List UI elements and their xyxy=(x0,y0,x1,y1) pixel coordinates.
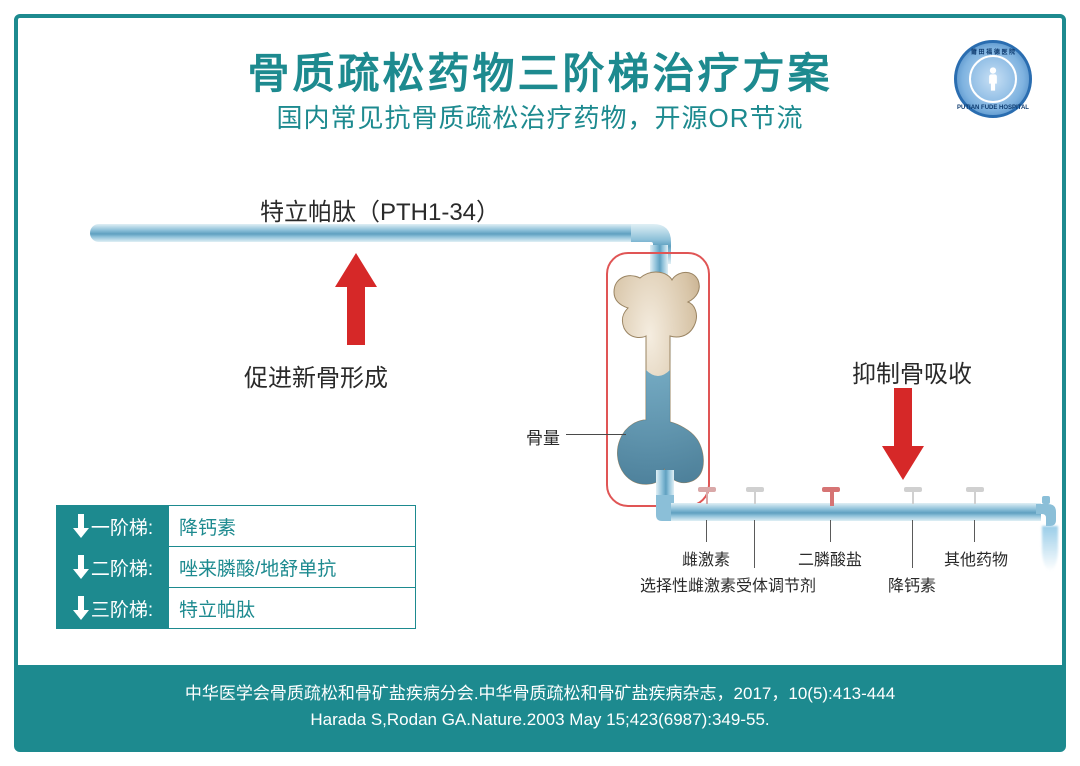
valve-marker xyxy=(830,492,834,506)
valve-label: 雌激素 xyxy=(682,546,730,570)
valve-label: 二膦酸盐 xyxy=(798,546,862,570)
arrow-up-icon xyxy=(335,253,377,345)
step-key-label: 三阶梯: xyxy=(91,595,153,622)
pipe-bottom-horizontal xyxy=(671,503,1041,521)
down-arrow-icon xyxy=(73,596,89,620)
bone-mass-pointer xyxy=(566,434,626,435)
step-key: 二阶梯: xyxy=(57,547,169,587)
valve-label: 选择性雌激素受体调节剂 xyxy=(640,572,816,596)
arrow-down-icon xyxy=(882,388,924,480)
step-val: 特立帕肽 xyxy=(169,588,415,628)
step-row-3: 三阶梯: 特立帕肽 xyxy=(56,587,416,629)
valve-marker xyxy=(706,492,708,504)
step-row-1: 一阶梯: 降钙素 xyxy=(56,505,416,547)
steps-table: 一阶梯: 降钙素 二阶梯: 唑来膦酸/地舒单抗 三阶梯: 特立帕肽 xyxy=(56,506,416,629)
footer-line1: 中华医学会骨质疏松和骨矿盐疾病分会.中华骨质疏松和骨矿盐疾病杂志，2017，10… xyxy=(185,684,895,703)
valve-marker xyxy=(754,492,756,504)
valve-pointer-line xyxy=(974,520,975,542)
footer-line2: Harada S,Rodan GA.Nature.2003 May 15;423… xyxy=(310,710,769,729)
down-arrow-icon xyxy=(73,514,89,538)
valve-marker xyxy=(974,492,976,504)
valve-pointer-line xyxy=(830,520,831,542)
step-key: 一阶梯: xyxy=(57,506,169,546)
faucet-icon xyxy=(1036,496,1056,526)
step-key: 三阶梯: xyxy=(57,588,169,628)
title-sub: 国内常见抗骨质疏松治疗药物，开源OR节流 xyxy=(276,98,803,135)
valve-pointer-line xyxy=(706,520,707,542)
logo-inner-icon xyxy=(969,55,1017,103)
valve-pointer-line xyxy=(754,520,755,568)
valve-pointer-line xyxy=(912,520,913,568)
hospital-logo: 莆 田 福 德 医 院 PUTIAN FUDE HOSPITAL xyxy=(954,40,1032,118)
step-row-2: 二阶梯: 唑来膦酸/地舒单抗 xyxy=(56,546,416,588)
logo-text-bottom: PUTIAN FUDE HOSPITAL xyxy=(957,105,1029,111)
logo-text-top: 莆 田 福 德 医 院 xyxy=(957,47,1029,56)
drug-top-label: 特立帕肽（PTH1-34） xyxy=(260,192,500,227)
citation-footer: 中华医学会骨质疏松和骨矿盐疾病分会.中华骨质疏松和骨矿盐疾病杂志，2017，10… xyxy=(18,665,1062,748)
down-arrow-icon xyxy=(73,555,89,579)
valve-label: 其他药物 xyxy=(944,546,1008,570)
valve-label: 降钙素 xyxy=(888,572,936,596)
step-key-label: 二阶梯: xyxy=(91,554,153,581)
step-val: 唑来膦酸/地舒单抗 xyxy=(169,547,415,587)
promote-label: 促进新骨形成 xyxy=(244,358,388,393)
bone-mass-label: 骨量 xyxy=(526,424,560,449)
title-main: 骨质疏松药物三阶梯治疗方案 xyxy=(247,40,832,101)
step-val: 降钙素 xyxy=(169,506,415,546)
bone-illustration xyxy=(610,270,706,490)
inhibit-label: 抑制骨吸收 xyxy=(852,354,972,389)
water-outflow xyxy=(1042,526,1058,571)
valve-marker xyxy=(912,492,914,504)
step-key-label: 一阶梯: xyxy=(91,513,153,540)
